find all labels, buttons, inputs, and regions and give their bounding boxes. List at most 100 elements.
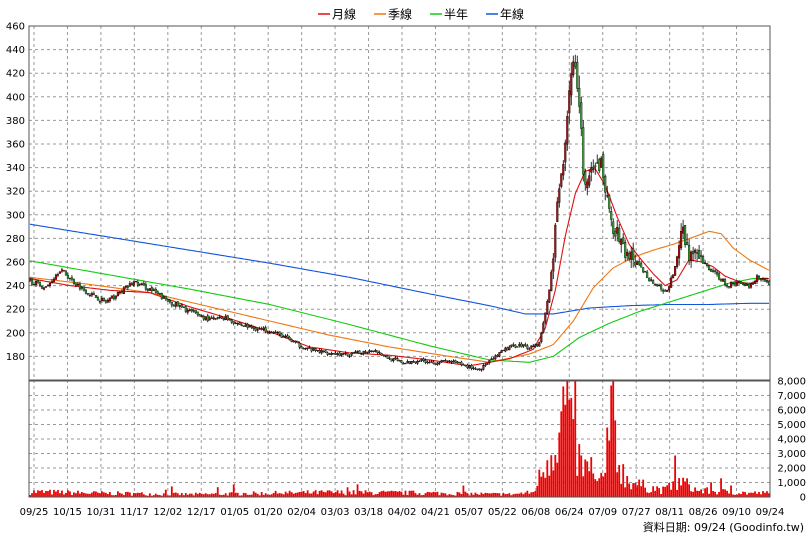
candle-down [476,368,479,370]
volume-bar [520,492,523,497]
candle-down [142,283,145,286]
candle-up [118,291,121,294]
date-tick-label: 09/24 [756,507,785,518]
candle-down [464,364,467,367]
candle-up [528,348,531,350]
candle-down [622,237,625,244]
volume-bar [530,492,533,497]
volume-bar [514,493,517,497]
volume-bar [510,495,513,497]
volume-axis-ticks: 0 1,000 2,000 3,000 4,000 5,000 6,000 7,000 8,00… [777,377,806,504]
candle-down [660,284,663,290]
candle-up [124,285,127,288]
volume-bar [400,491,403,497]
candle-up [540,332,543,342]
candle-down [294,340,297,342]
volume-bar [272,492,275,497]
volume-bar [350,494,353,497]
candle-up [538,342,541,347]
volume-bar [158,495,161,497]
volume-bar [522,494,525,497]
volume-bar [572,419,575,497]
volume-bar [644,487,647,497]
candle-up [416,361,419,364]
candle-down [182,306,185,308]
volume-bar [608,440,611,497]
volume-bar [404,490,407,497]
candle-up [542,322,545,333]
volume-bar [620,483,623,497]
legend-label: 半年 [444,8,468,22]
volume-bar [762,491,764,497]
volume-bar [650,492,653,497]
candle-up [560,173,563,187]
candle-up [224,315,227,321]
candle-up [418,360,421,362]
candle-down [260,328,263,330]
candle-down [394,357,397,360]
volume-bar [646,492,649,497]
candle-up [570,73,573,96]
volume-bar [348,491,351,497]
candle-up [186,310,189,313]
legend-label: 月線 [332,7,356,22]
candle-up [276,332,279,334]
volume-bar [75,493,77,497]
candle-up [672,274,675,278]
volume-bar [734,494,736,497]
candle-down [628,253,631,259]
grid-lines [29,25,771,497]
date-tick-label: 04/02 [388,507,417,518]
volume-bar [234,492,237,497]
candle-up [674,265,677,276]
candle-up [138,283,141,285]
candle-up [140,283,143,285]
volume-bar [222,494,225,497]
candle-down [290,339,293,342]
volume-bar [110,495,113,497]
candle-down [346,353,349,356]
volume-bar [580,455,583,497]
volume-bar [252,491,255,497]
candle-up [348,355,351,358]
candle-up [658,285,661,287]
volume-bar [464,491,467,497]
date-tick-label: 06/24 [555,507,584,518]
volume-bar [284,491,287,497]
volume-bar [306,490,309,497]
volume-bar [216,487,219,497]
volume-bar [104,492,107,497]
candle-down [700,255,703,257]
volume-bar [168,495,171,497]
candle-down [757,275,761,279]
volume-bar [270,494,273,497]
volume-bar [356,484,359,497]
candle-down [360,353,363,355]
candle-up [330,353,333,355]
candle-down [759,278,763,281]
volume-bar [544,477,547,497]
candle-up [620,238,623,245]
candle-up [248,325,251,328]
candle-up [356,351,359,353]
candle-down [576,61,579,89]
volume-bar [702,493,704,497]
candle-up [486,362,489,365]
volume-bar [314,490,317,497]
candle-up [50,281,54,283]
volume-bar [49,489,51,497]
candle-up [532,345,535,347]
candle-up [554,224,557,258]
volume-bar [654,490,657,497]
candle-up [52,278,56,282]
volume-bar [618,464,621,497]
candle-down [112,295,115,300]
volume-bar [260,492,263,497]
candle-down [222,318,225,321]
date-tick-label: 09/25 [20,507,49,518]
candle-down [102,297,105,302]
candle-up [336,353,339,355]
volume-bar [43,492,45,497]
volume-bar [53,489,55,497]
volume-bar [418,493,421,497]
